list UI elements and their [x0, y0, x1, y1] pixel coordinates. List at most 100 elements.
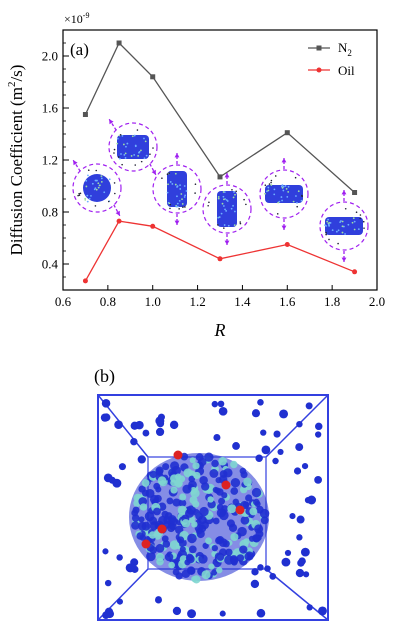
inset-gas-atom [301, 194, 303, 197]
inset-atom [143, 157, 146, 160]
inset-atom [281, 199, 283, 202]
inset-gas-atom [107, 200, 110, 203]
inset-atom [295, 195, 297, 197]
inset-atom [270, 184, 273, 186]
gas-molecule [303, 571, 310, 578]
legend: N2 Oil [308, 40, 355, 78]
series-line-0 [84, 41, 356, 193]
droplet-molecule [153, 482, 161, 490]
droplet-molecule [230, 487, 239, 495]
inset-atom [277, 201, 280, 204]
data-point-n2 [352, 190, 358, 195]
droplet-molecule [198, 554, 208, 564]
inset-gas-atom [113, 148, 116, 151]
inset-gas-atom [77, 194, 79, 197]
droplet-molecule [216, 508, 226, 518]
gas-molecule [251, 409, 261, 418]
inset-gas-atom [119, 134, 122, 136]
droplet-molecule [131, 521, 140, 530]
gas-molecule [250, 579, 260, 589]
droplet-molecule [182, 484, 192, 494]
gas-molecule [187, 609, 197, 619]
inset-atom [138, 150, 141, 153]
inset-gas-atom [136, 129, 139, 131]
droplet-molecule [189, 487, 198, 495]
inset-atom [232, 196, 235, 199]
inset-atom [221, 202, 224, 205]
gas-molecule [130, 437, 138, 446]
inset-arrow-down-head [224, 240, 230, 245]
inset-gas-atom [270, 181, 272, 184]
inset-atom [287, 185, 290, 188]
inset-atom [328, 222, 331, 224]
gas-molecule [135, 420, 144, 430]
gas-molecule [251, 568, 259, 576]
gas-molecule [213, 433, 221, 441]
x-tick-label: 1.4 [234, 294, 251, 309]
inset-atom [178, 199, 181, 202]
inset-atom [285, 187, 288, 190]
simulation-box-panel: (b) [94, 366, 329, 621]
gas-molecule [306, 604, 313, 611]
droplet-molecule [177, 505, 187, 515]
inset-gas-atom [169, 203, 172, 206]
inset-atom [352, 217, 355, 220]
inset-gas-atom [359, 214, 362, 216]
legend-marker-oil [316, 67, 322, 73]
inset-gas-atom [270, 179, 273, 182]
inset-molecule-cluster [167, 171, 187, 207]
gas-molecule [260, 429, 267, 436]
inset-arrow-up-head [174, 153, 180, 158]
inset-atom [329, 222, 332, 224]
inset-atom [97, 186, 100, 189]
droplet-molecule [196, 528, 203, 535]
inset-atom [224, 208, 226, 211]
inset-atom [344, 233, 346, 235]
inset-atom [300, 199, 303, 202]
inset-atom [327, 218, 330, 221]
inset-atom [266, 190, 268, 193]
inset-atom [218, 216, 221, 218]
inset-atom [93, 188, 96, 191]
droplet-molecule [191, 521, 198, 528]
inset-gas-atom [78, 192, 80, 195]
gas-molecule [155, 596, 162, 603]
droplet-molecule [188, 545, 197, 554]
inset-atom [185, 190, 188, 192]
inset-gas-atom [245, 203, 247, 206]
inset-atom [100, 180, 103, 183]
inset-atom [297, 190, 300, 193]
inset-atom [174, 183, 177, 186]
droplet-molecule [211, 459, 219, 468]
highlight-molecule [221, 480, 231, 490]
inset-atom [351, 221, 354, 224]
droplet-molecule [161, 535, 169, 543]
inset-arrow-up-head [281, 158, 287, 163]
inset-gas-atom [152, 147, 154, 149]
inset-atom [341, 220, 344, 223]
inset-atom [281, 184, 284, 186]
inset-gas-atom [235, 190, 237, 193]
inset-atom [168, 202, 171, 205]
droplet-molecule [157, 476, 167, 485]
x-tick-label: 1.0 [145, 294, 161, 309]
droplet-molecule [138, 516, 145, 523]
inset-atom [133, 134, 136, 137]
inset-atom [223, 191, 226, 194]
inset-atom [342, 225, 345, 228]
droplet-molecule [251, 487, 262, 498]
gas-molecule [156, 419, 165, 428]
inset-atom [176, 195, 178, 198]
gas-molecule [232, 442, 240, 450]
gas-molecule [102, 548, 109, 555]
gas-molecule [104, 579, 112, 587]
inset-gas-atom [94, 205, 97, 207]
droplet-molecule [186, 554, 195, 564]
droplet-molecule [193, 471, 201, 480]
inset-atom [181, 203, 184, 205]
gas-molecule [169, 420, 179, 430]
data-point-oil [352, 269, 358, 275]
inset-atom [86, 194, 89, 197]
inset-gas-atom [166, 173, 169, 175]
inset-atom [296, 202, 298, 204]
